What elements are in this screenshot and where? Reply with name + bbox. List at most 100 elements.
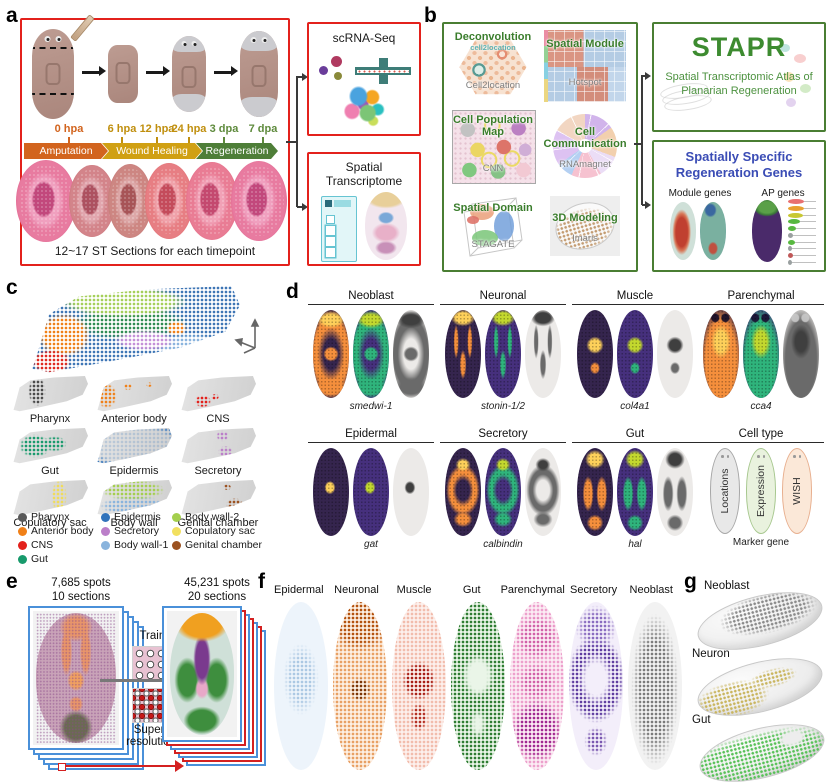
phase-amputation: Amputation (24, 143, 108, 159)
cnn-histology-icon (452, 110, 536, 184)
tail-blastema (240, 97, 278, 117)
tissue-label: Copulatory sac (13, 517, 87, 529)
method-cell-communication: Cell Communication RNAmagnet (542, 108, 628, 184)
tissue-section-icon (365, 192, 407, 260)
tissue-cell: Body wall (92, 480, 176, 529)
worm-trunk-fragment (108, 45, 138, 103)
arrowhead-icon (645, 72, 651, 80)
panel-a-label: a (6, 4, 18, 27)
tissue-cell: Secretory (176, 428, 260, 477)
ap-genes-label: AP genes (761, 188, 805, 199)
section-stack (108, 164, 152, 238)
method-title: Cell Population Map (452, 114, 534, 139)
legend-dot (171, 540, 181, 550)
legend-item: CNS (18, 539, 101, 551)
worm-early-blastema (172, 36, 206, 112)
tail-blastema (172, 94, 206, 112)
timepoint-12hpa: 12 hpa (139, 123, 175, 135)
panel-b-label: b (424, 4, 437, 27)
tissue-model-secretory (181, 428, 256, 464)
capture-area-icon (326, 215, 335, 224)
axis-line (792, 261, 816, 263)
group-maps (572, 310, 698, 398)
density-map-muscle (392, 602, 446, 770)
eyes-icon (721, 455, 729, 458)
arrowhead-icon (302, 73, 308, 81)
violin-row (788, 199, 816, 204)
umap-decor (784, 72, 794, 82)
flow-arrow-icon (146, 66, 170, 76)
panel-f-label: f (258, 570, 265, 593)
model-egg (549, 195, 621, 257)
eye-icon (44, 36, 51, 42)
density-label: Neuronal (334, 584, 379, 596)
legend-dot (101, 540, 111, 550)
legend-dot (18, 526, 27, 536)
stack-frame-front (162, 606, 242, 742)
eye-icon (721, 455, 724, 458)
section-stack (186, 162, 238, 240)
method-cell-population-map: Cell Population Map CNN (450, 108, 536, 184)
celltype-group-secretory: Secretory calbindin (440, 428, 566, 550)
3d-atlas-model (32, 286, 240, 372)
pharynx-mark (251, 65, 267, 88)
wish-image (525, 448, 561, 536)
eye-icon (261, 37, 268, 43)
marker-gene: calbindin (483, 539, 523, 550)
panel-a-box: 0 hpa 6 hpa 12 hpa 24 hpa 3 dpa 7 dpa Am… (16, 14, 290, 266)
violin-row (788, 259, 816, 265)
violin-row (788, 226, 816, 232)
legend-item: Copulatory sac (171, 525, 262, 537)
cells-icon (319, 56, 349, 84)
wish-image (393, 310, 429, 398)
pharynx-mark (181, 66, 197, 89)
method-spatial-module: Spatial Module Hotspot (542, 28, 628, 104)
worm-eyes (181, 41, 197, 46)
legend-item: Genital chamber (171, 539, 262, 551)
eye-icon (757, 455, 760, 458)
amputation-plane (32, 47, 74, 49)
group-title: Epidermal (308, 428, 434, 443)
legend-dot (171, 526, 181, 536)
locations-map (313, 310, 349, 398)
connector-line (641, 75, 643, 205)
celltype-group-muscle: Muscle col4a1 (572, 290, 698, 412)
module-genes-map (700, 202, 726, 260)
expression-map (485, 448, 521, 536)
violin-glyph (788, 205, 804, 211)
timepoint-7dpa: 7 dpa (248, 123, 278, 135)
eye-icon (726, 455, 729, 458)
eye-icon (191, 41, 197, 46)
legend-label: Secretory (114, 525, 159, 537)
violin-glyph (788, 246, 792, 252)
tissue-label: Body wall (110, 517, 158, 529)
violin-glyph (788, 226, 796, 232)
regeneration-genes-title: Spatially Specific Regeneration Genes (675, 149, 803, 181)
phase-regeneration: Regeneration (196, 143, 278, 159)
tissue-label: Pharynx (29, 413, 71, 425)
heatmap-icon (544, 30, 626, 102)
axes-icon (234, 318, 260, 354)
method-title: Spatial Domain (453, 202, 533, 214)
amputation-plane (32, 93, 74, 95)
super-resolution-arrow-icon (66, 760, 184, 772)
violin-row (788, 253, 816, 259)
panel-c-label: c (6, 276, 18, 299)
marker-gene: gat (364, 539, 378, 550)
timepoint-6hpa: 6 hpa (107, 123, 137, 135)
group-maps: Locations Expression WISH (698, 448, 824, 534)
section-stack (16, 160, 76, 242)
right-stack-stats: 45,231 spots 20 sections (162, 576, 272, 605)
marker-gene: smedwi-1 (349, 401, 393, 412)
timepoint-3dpa: 3 dpa (209, 123, 239, 135)
cell-dot-icon (331, 56, 342, 67)
density-map-epidermal (274, 602, 328, 770)
group-title: Neuronal (440, 290, 566, 305)
group-title: Gut (572, 428, 698, 443)
marker-gene: hal (628, 539, 642, 550)
axis-line (796, 228, 816, 230)
legend-item: Anterior body (18, 525, 101, 537)
group-maps (308, 448, 434, 536)
group-maps (572, 448, 698, 536)
group-title: Muscle (572, 290, 698, 305)
